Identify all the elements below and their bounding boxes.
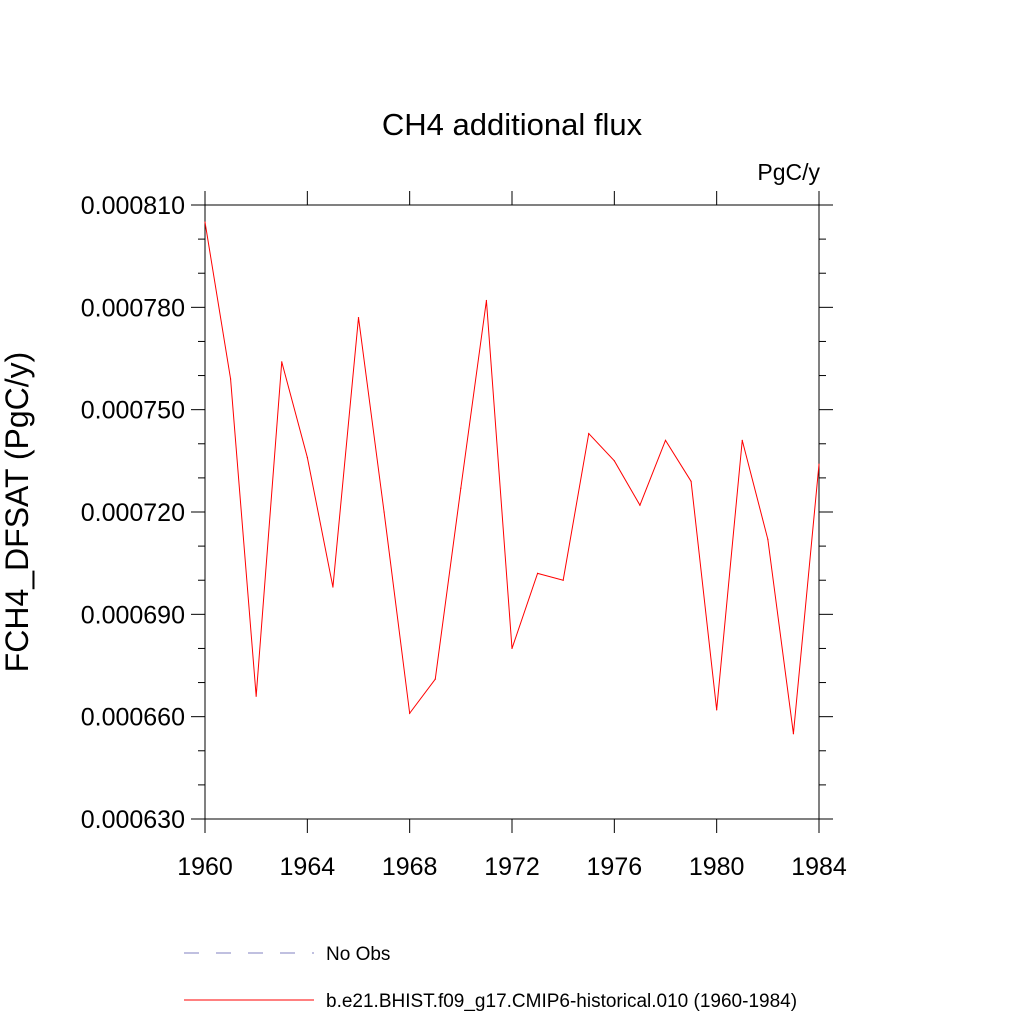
x-tick-label: 1964: [280, 853, 336, 881]
x-tick-label: 1960: [177, 853, 233, 881]
legend-label: b.e21.BHIST.f09_g17.CMIP6-historical.010…: [326, 991, 797, 1012]
data-point: [588, 432, 590, 435]
data-point: [562, 579, 564, 581]
x-tick-label: 1976: [587, 853, 643, 881]
data-point: [255, 695, 257, 697]
data-point: [434, 678, 436, 680]
y-axis-ticks: 0.000630 0.000660 0.000690 0.000720 0.000750…: [81, 192, 833, 834]
data-point: [383, 511, 385, 513]
x-tick-label: 1980: [689, 853, 745, 881]
y-tick-label: 0.000720: [81, 499, 185, 527]
y-tick-label: 0.000780: [81, 294, 185, 322]
plot-frame: [204, 204, 820, 820]
data-point: [818, 463, 820, 465]
data-point: [664, 439, 667, 441]
x-tick-label: 1968: [382, 853, 438, 881]
y-tick-label: 0.000690: [81, 601, 185, 629]
data-point: [332, 586, 334, 588]
data-point: [229, 378, 232, 380]
data-point: [306, 456, 308, 459]
y-tick-label: 0.000750: [81, 397, 185, 425]
series-line: [204, 221, 820, 734]
data-point: [741, 439, 743, 441]
data-point: [792, 733, 795, 735]
x-tick-label: 1972: [484, 853, 540, 881]
data-point: [639, 504, 641, 506]
data-point: [511, 647, 513, 650]
legend: No Obs b.e21.BHIST.f09_g17.CMIP6-historic…: [184, 944, 797, 1012]
data-point: [613, 460, 615, 462]
chart-title: CH4 additional flux: [382, 107, 643, 142]
data-point: [409, 712, 411, 714]
data-point: [460, 487, 462, 489]
data-point: [767, 538, 769, 540]
series-layer: [204, 221, 820, 735]
x-axis-ticks: 1960 1964 1968 1972 1976 1980 1984: [177, 191, 847, 881]
data-point: [716, 709, 718, 711]
data-point: [536, 572, 539, 575]
y-tick-label: 0.000660: [81, 704, 185, 732]
x-tick-label: 1984: [791, 853, 847, 881]
data-point: [690, 480, 692, 482]
y-tick-label: 0.000630: [81, 806, 185, 834]
y-axis-label: FCH4_DFSAT (PgC/y): [0, 352, 35, 673]
data-point: [485, 299, 488, 302]
data-point: [204, 221, 206, 223]
y-tick-label: 0.000810: [81, 192, 185, 220]
data-point: [281, 361, 283, 363]
legend-label: No Obs: [326, 944, 390, 965]
data-point: [357, 316, 360, 319]
units-label: PgC/y: [757, 159, 820, 185]
